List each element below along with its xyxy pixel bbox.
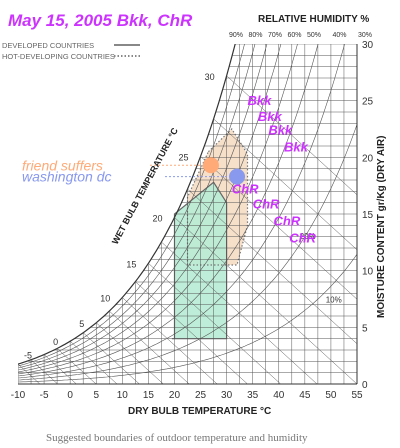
grid-rh-curve — [18, 44, 345, 379]
grid-wet-bulb-line — [148, 263, 281, 384]
x-tick-label: 20 — [169, 390, 181, 401]
x-tick-label: 35 — [247, 390, 259, 401]
x-tick-label: 25 — [195, 390, 207, 401]
grid-wet-bulb-line — [43, 354, 77, 384]
grid-wet-bulb-line — [30, 359, 58, 384]
chart-caption: Suggested boundaries of outdoor temperat… — [46, 432, 308, 444]
x-tick-label: 50 — [325, 390, 337, 401]
rh-tick-label: 30% — [358, 32, 372, 39]
chart-grid — [18, 44, 357, 384]
data-point — [229, 168, 246, 185]
grid-wet-bulb-line — [122, 297, 218, 384]
grid-rh-curve — [18, 44, 236, 365]
rh-axis-label: RELATIVE HUMIDITY % — [258, 14, 369, 25]
grid-rh-curve — [18, 254, 357, 383]
y-tick-label: 10 — [362, 267, 374, 278]
annotation-label: Bkk — [284, 140, 309, 155]
x-tick-label: -5 — [40, 390, 49, 401]
grid-wet-bulb-line — [109, 310, 190, 384]
annotation-label: Bkk — [247, 93, 272, 108]
grid-wet-bulb-line — [174, 217, 357, 384]
wet-bulb-tick-label: 15 — [126, 259, 136, 269]
tick-labels: -10 -5 0 5 10 15 20 25 30 35 40 45 50 550510152025309… — [11, 32, 374, 401]
legend-label: HOT-DEVELOPING COUNTRIES — [2, 52, 115, 61]
x-tick-label: 55 — [351, 390, 363, 401]
grid-rh-curve — [18, 44, 298, 375]
grid-wet-bulb-line — [69, 341, 118, 384]
grid-rh-curve — [18, 44, 268, 371]
rh-tick-label: 40% — [332, 32, 346, 39]
grid-wet-bulb-line — [226, 75, 357, 196]
wet-bulb-tick-label: 30 — [205, 72, 215, 82]
rh-tick-label: 80% — [248, 32, 262, 39]
chart-title: May 15, 2005 Bkk, ChR — [8, 11, 193, 30]
grid-wet-bulb-line — [83, 332, 140, 384]
y-tick-label: 30 — [362, 40, 374, 51]
rh-curve-label: 10% — [326, 295, 342, 304]
rh-tick-label: 70% — [268, 32, 282, 39]
wet-bulb-tick-label: 5 — [79, 319, 84, 329]
annotation-label: ChR — [253, 196, 280, 211]
x-tick-label: 40 — [273, 390, 285, 401]
grid-wet-bulb-line — [56, 348, 97, 384]
grid-wet-bulb-line — [213, 118, 357, 251]
annotation-label: Bkk — [258, 109, 283, 124]
y-tick-label: 0 — [362, 380, 368, 391]
x-tick-label: 5 — [93, 390, 99, 401]
annotation-label: ChR — [274, 213, 301, 228]
legend-label: DEVELOPED COUNTRIES — [2, 41, 94, 50]
grid-clipped — [18, 44, 357, 384]
y-tick-label: 25 — [362, 97, 374, 108]
rh-curve-label: 20% — [300, 232, 316, 241]
annotation-label: ChR — [289, 230, 316, 245]
grid-wet-bulb-line — [96, 322, 164, 384]
y-tick-label: 20 — [362, 153, 374, 164]
annotation-label: Bkk — [268, 123, 293, 138]
wet-bulb-tick-label: 10 — [100, 293, 110, 303]
grid-wet-bulb-line — [135, 281, 248, 384]
x-tick-label: 0 — [67, 390, 73, 401]
y-tick-label: 5 — [362, 323, 368, 334]
wet-bulb-tick-label: 25 — [179, 152, 189, 162]
x-tick-label: 30 — [221, 390, 233, 401]
region-developed — [171, 182, 227, 339]
rh-tick-label: 50% — [307, 32, 321, 39]
annotation-label: ChR — [232, 182, 259, 197]
point-label: washington dc — [22, 169, 112, 185]
x-tick-label: 10 — [117, 390, 129, 401]
grid-rh-curve — [18, 124, 357, 381]
y-tick-label: 15 — [362, 210, 374, 221]
legend: DEVELOPED COUNTRIES HOT-DEVELOPING COUNTR… — [2, 41, 140, 61]
rh-tick-label: 90% — [229, 32, 243, 39]
wet-bulb-tick-label: 0 — [53, 337, 58, 347]
x-axis-label: DRY BULB TEMPERATURE °C — [128, 406, 271, 417]
grid-wet-bulb-line — [18, 363, 41, 384]
y-axis-label: MOISTURE CONTENT gr/Kg (DRY AIR) — [376, 136, 387, 318]
chart-axes — [18, 44, 358, 385]
data-point — [202, 157, 219, 174]
grid-wet-bulb-line — [200, 156, 357, 300]
x-tick-label: 45 — [299, 390, 311, 401]
x-tick-label: 15 — [143, 390, 155, 401]
grid-wet-bulb-line — [161, 241, 318, 384]
rh-tick-label: 60% — [287, 32, 301, 39]
wet-bulb-tick-label: 20 — [152, 213, 162, 223]
grid-rh-curve — [18, 44, 319, 377]
point-label: friend suffers — [22, 157, 103, 173]
x-tick-label: -10 — [11, 390, 26, 401]
wet-bulb-tick-label: -5 — [24, 351, 32, 361]
grid-wet-bulb-line — [187, 188, 357, 345]
